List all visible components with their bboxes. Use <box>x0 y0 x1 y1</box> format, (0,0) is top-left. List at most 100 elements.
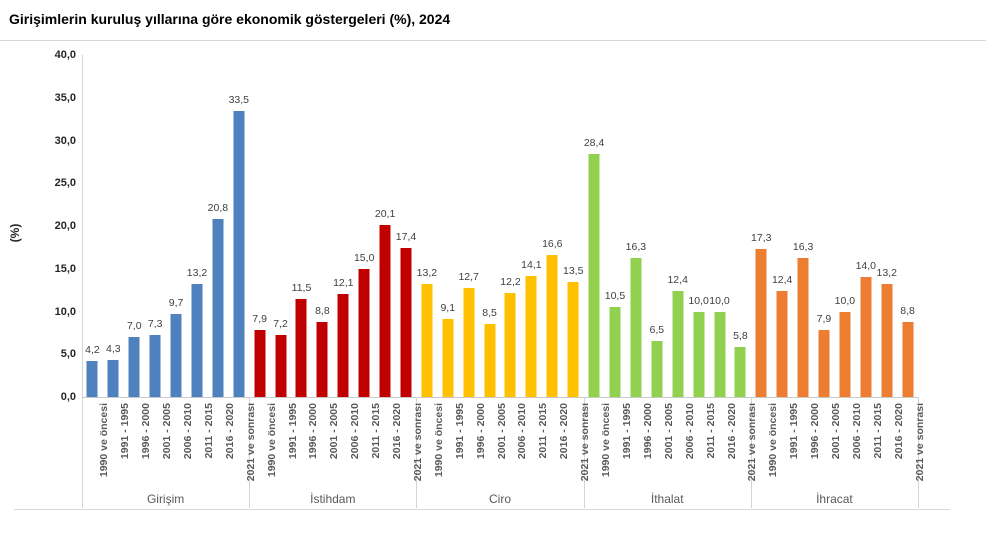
bar-group-1: 4,2 4,3 7,0 7,3 9,7 13,2 20,8 33,5 1990 ve önces… <box>82 55 257 508</box>
category-labels-row: 1990 ve öncesi 1991 - 1995 1996 - 2000 2001… <box>584 397 758 487</box>
bar-value-label: 9,7 <box>168 297 184 310</box>
bar-cell: 11,5 <box>291 55 312 397</box>
bar <box>672 291 684 397</box>
bar-value-label: 12,7 <box>458 271 479 284</box>
x-axis-line <box>82 397 918 398</box>
group-separator <box>583 397 585 508</box>
bar-group-4: 28,4 10,5 16,3 6,5 12,4 10,0 10,0 5,8 1990 ve ön… <box>584 55 759 508</box>
bar <box>902 321 914 397</box>
category-cell: 1990 ve öncesi <box>249 397 278 487</box>
category-cell: 2011 - 2015 <box>521 397 549 487</box>
bar <box>714 311 725 397</box>
category-cell: 2016 - 2020 <box>876 397 905 487</box>
bar-group-3: 13,2 9,1 12,7 8,5 12,2 14,1 16,6 13,5 1990 ve ön… <box>416 55 592 508</box>
group-label: Girişim <box>146 492 185 506</box>
bars-row: 13,2 9,1 12,7 8,5 12,2 14,1 16,6 13,5 <box>416 55 583 397</box>
category-cell: 1991 - 1995 <box>437 397 466 487</box>
category-cell: 2001 - 2005 <box>312 397 340 487</box>
category-cell: 2011 - 2015 <box>187 397 215 487</box>
bar <box>588 154 600 397</box>
bar-cell: 6,5 <box>646 55 667 397</box>
plot-area: 4,2 4,3 7,0 7,3 9,7 13,2 20,8 33,5 1990 ve önces… <box>82 55 925 508</box>
bar-cell: 7,0 <box>124 55 145 397</box>
bar-value-label: 13,2 <box>186 267 208 280</box>
category-cell: 1996 - 2000 <box>793 397 821 487</box>
bar-cell: 28,4 <box>584 55 605 397</box>
bar-cell: 12,1 <box>333 55 354 397</box>
category-labels-row: 1990 ve öncesi 1991 - 1995 1996 - 2000 2001… <box>82 397 256 487</box>
bar <box>421 284 433 397</box>
category-label: 2021 ve sonrası <box>913 403 926 482</box>
bar-cell: 16,6 <box>542 55 563 397</box>
group-separator <box>918 397 919 508</box>
bar-cell: 10,5 <box>605 55 626 397</box>
bar-value-label: 13,2 <box>416 267 438 280</box>
y-tick-label: 15,0 <box>54 262 76 275</box>
bar-cell: 17,4 <box>396 55 417 397</box>
bar-value-label: 11,5 <box>291 281 312 294</box>
bars-row: 7,9 7,2 11,5 8,8 12,1 15,0 20,1 17,4 <box>249 55 416 397</box>
bar-cell: 33,5 <box>228 55 249 397</box>
bar-cell: 13,5 <box>563 55 584 397</box>
bar-cell: 7,3 <box>145 55 166 397</box>
category-cell: 1991 - 1995 <box>270 397 299 487</box>
bar <box>525 276 537 397</box>
bar-cell: 9,7 <box>166 55 187 397</box>
chart-bottom-border <box>14 509 950 510</box>
bar <box>609 307 621 397</box>
bar-value-label: 14,0 <box>855 260 877 273</box>
category-cell: 2001 - 2005 <box>145 397 173 487</box>
bar-value-label: 13,2 <box>876 267 897 280</box>
bar-value-label: 10,0 <box>688 294 709 307</box>
y-axis-line <box>82 55 83 508</box>
category-cell: 1990 ve öncesi <box>416 397 445 487</box>
group-label: İstihdam <box>310 492 356 506</box>
bar <box>630 257 642 397</box>
category-cell: 2011 - 2015 <box>855 397 884 487</box>
category-cell: 2006 - 2010 <box>333 397 361 487</box>
bar-value-label: 4,2 <box>85 344 100 357</box>
bar <box>881 284 893 397</box>
y-tick-label: 30,0 <box>54 134 76 147</box>
bar-value-label: 9,1 <box>440 302 456 315</box>
bar-value-label: 7,9 <box>816 312 832 325</box>
bar-cell: 5,8 <box>730 55 751 397</box>
bar-cell: 8,8 <box>312 55 333 397</box>
category-cell: 1991 - 1995 <box>605 397 633 487</box>
bars-row: 28,4 10,5 16,3 6,5 12,4 10,0 10,0 5,8 <box>584 55 751 397</box>
bar-cell: 14,0 <box>855 55 876 397</box>
bar-value-label: 33,5 <box>228 93 250 106</box>
y-axis-label: (%) <box>8 223 22 243</box>
bar-cell: 13,2 <box>876 55 897 397</box>
category-cell: 2016 - 2020 <box>542 397 570 487</box>
category-cell: 1996 - 2000 <box>458 397 487 487</box>
bar-value-label: 8,8 <box>900 304 915 317</box>
category-cell: 2016 - 2020 <box>207 397 236 487</box>
bar <box>254 329 266 397</box>
category-labels-row: 1990 ve öncesi 1991 - 1995 1996 - 2000 2001… <box>751 397 925 487</box>
bar-cell: 7,2 <box>270 55 291 397</box>
category-cell: 2001 - 2005 <box>646 397 675 487</box>
bar <box>463 288 475 397</box>
bar-cell: 7,9 <box>814 55 835 397</box>
bar <box>212 219 224 397</box>
bar <box>275 335 287 397</box>
bar-cell: 12,7 <box>458 55 479 397</box>
bar-cell: 15,0 <box>354 55 375 397</box>
bars-row: 17,3 12,4 16,3 7,9 10,0 14,0 13,2 8,8 <box>751 55 918 397</box>
bar-value-label: 12,2 <box>500 275 521 288</box>
category-cell: 2001 - 2005 <box>814 397 842 487</box>
bar <box>337 293 349 397</box>
category-cell: 1990 ve öncesi <box>82 397 110 487</box>
bar <box>504 292 516 397</box>
group-separator <box>416 397 418 508</box>
category-cell: 1996 - 2000 <box>291 397 319 487</box>
category-cell: 2006 - 2010 <box>166 397 194 487</box>
category-cell: 2016 - 2020 <box>375 397 403 487</box>
bar-cell: 8,8 <box>897 55 918 397</box>
bar-value-label: 16,3 <box>625 240 647 253</box>
category-cell: 1990 ve öncesi <box>584 397 612 487</box>
y-tick-label: 20,0 <box>54 220 76 232</box>
bar <box>316 321 328 397</box>
